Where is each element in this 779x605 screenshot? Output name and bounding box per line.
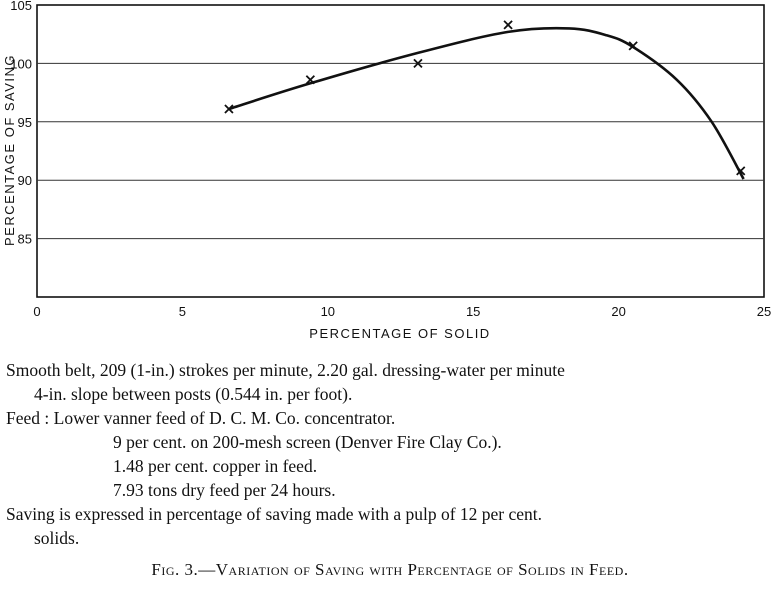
x-tick-labels: 0 5 10 15 20 25 xyxy=(33,304,771,319)
feed-item-mesh: 9 per cent. on 200-mesh screen (Denver F… xyxy=(113,432,502,452)
saving-line-2: solids. xyxy=(34,528,80,548)
data-point-marker xyxy=(305,75,315,85)
figure-title-text: —Variation of Saving with Percentage of … xyxy=(198,560,629,579)
caption-line-1: Smooth belt, 209 (1-in.) strokes per min… xyxy=(6,360,565,380)
y-tick-label: 95 xyxy=(18,115,32,130)
plot-frame xyxy=(36,4,765,298)
chart: 85 90 95 100 105 0 5 10 15 20 25 PERCENTAGE OF SO… xyxy=(2,0,771,341)
feed-item-copper: 1.48 per cent. copper in feed. xyxy=(113,456,318,476)
y-tick-label: 100 xyxy=(10,56,32,71)
y-axis-title: PERCENTAGE OF SAVING xyxy=(2,54,17,246)
data-point-marker xyxy=(224,104,234,114)
data-point-marker xyxy=(736,166,746,176)
x-tick-label: 5 xyxy=(179,304,186,319)
x-tick-label: 0 xyxy=(33,304,40,319)
saving-line-1: Saving is expressed in percentage of sav… xyxy=(6,504,543,524)
x-axis-title: PERCENTAGE OF SOLID xyxy=(309,326,490,341)
figure-caption: Smooth belt, 209 (1-in.) strokes per min… xyxy=(6,358,774,582)
figure-title: Fig. 3.—Variation of Saving with Percent… xyxy=(6,558,774,582)
y-tick-label: 105 xyxy=(10,0,32,13)
x-tick-label: 25 xyxy=(757,304,771,319)
y-tick-labels: 85 90 95 100 105 xyxy=(10,0,32,247)
feed-item-tons: 7.93 tons dry feed per 24 hours. xyxy=(113,480,336,500)
x-tick-label: 10 xyxy=(321,304,335,319)
feed-line: Feed : Lower vanner feed of D. C. M. Co.… xyxy=(6,408,396,428)
grid xyxy=(37,62,764,240)
data-point-marker xyxy=(413,58,423,69)
caption-line-2: 4-in. slope between posts (0.544 in. per… xyxy=(34,384,353,404)
data-points xyxy=(224,20,746,176)
data-point-marker xyxy=(628,41,638,51)
figure-number: Fig. 3. xyxy=(151,560,199,579)
y-tick-label: 85 xyxy=(18,232,32,247)
data-point-marker xyxy=(503,20,513,30)
x-tick-label: 15 xyxy=(466,304,480,319)
y-tick-label: 90 xyxy=(18,173,32,188)
x-tick-label: 20 xyxy=(611,304,625,319)
series-line xyxy=(228,26,745,180)
